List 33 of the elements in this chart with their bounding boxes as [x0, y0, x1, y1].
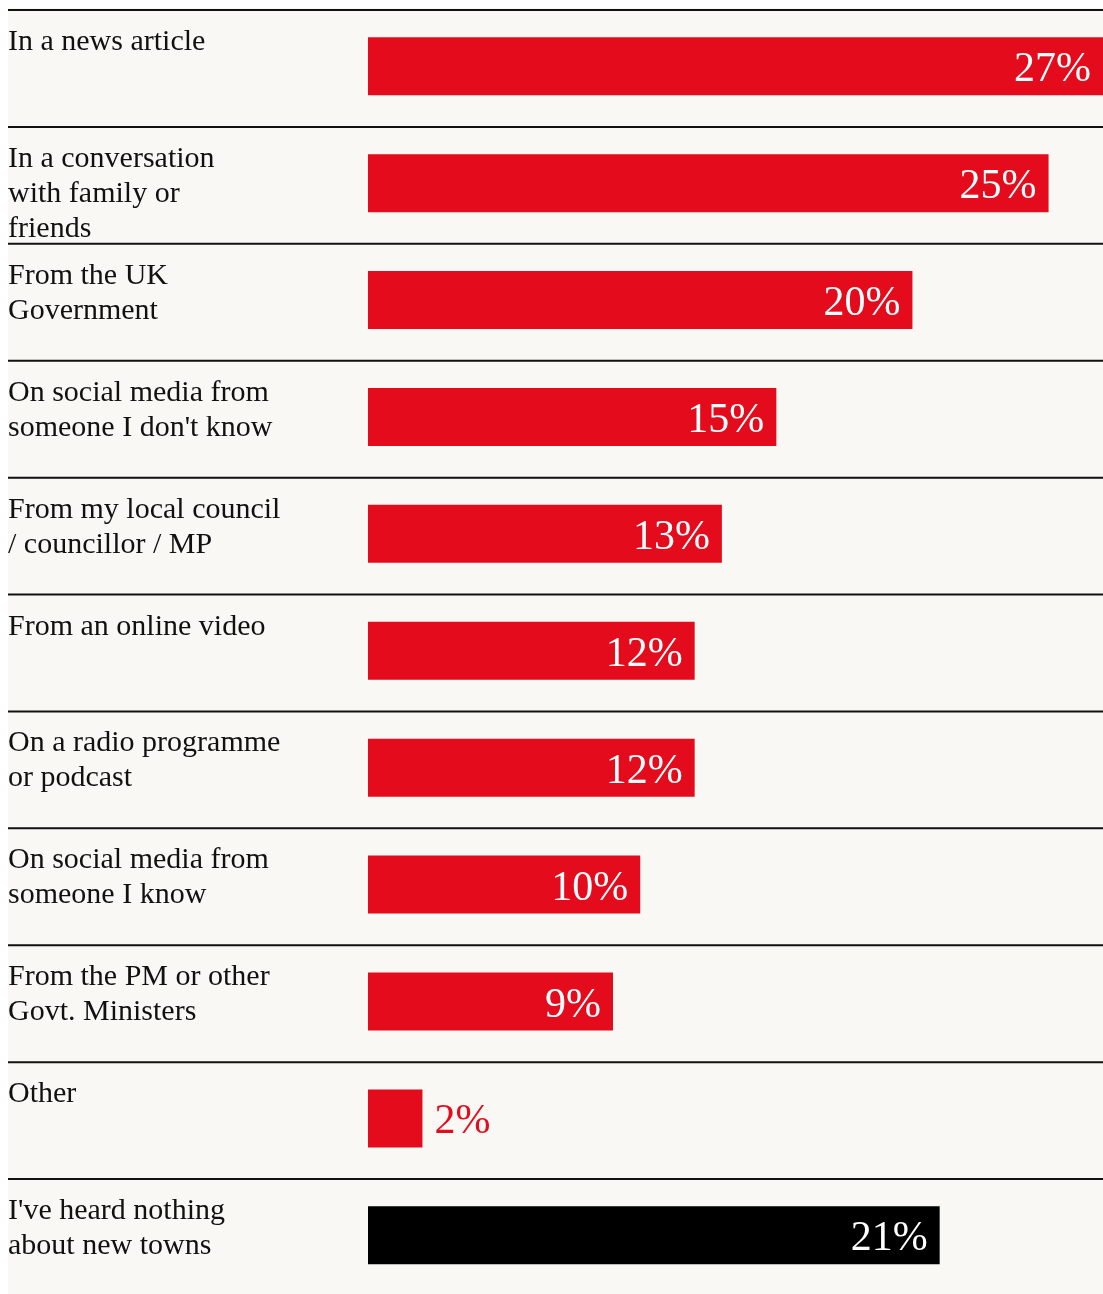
data-label: 21%	[850, 1213, 928, 1260]
data-label: 13%	[632, 511, 710, 558]
y-tick-label: I've heard nothing about new towns	[8, 1192, 226, 1261]
data-label: 27%	[1014, 44, 1091, 91]
data-label: 20%	[823, 278, 901, 325]
bar	[368, 738, 695, 797]
data-label: 2%	[434, 1096, 491, 1143]
bar	[368, 387, 777, 446]
y-tick-label: In a conversation with family or friends	[8, 139, 215, 243]
bar	[368, 154, 1049, 213]
bar	[368, 504, 722, 563]
bar	[368, 1089, 423, 1148]
y-tick-label: On social media from someone I don't know	[8, 373, 273, 442]
data-label: 12%	[605, 628, 683, 675]
data-label: 12%	[605, 745, 683, 792]
y-tick-label: From the UK Government	[8, 256, 169, 325]
bar	[368, 855, 641, 914]
bar	[368, 621, 695, 680]
bar	[368, 37, 1103, 96]
data-label: 9%	[545, 979, 601, 1026]
y-tick-label: From the PM or other Govt. Ministers	[8, 958, 270, 1027]
bar	[368, 972, 613, 1031]
y-tick-label: On social media from someone I know	[8, 841, 269, 910]
y-tick-label: From an online video	[8, 607, 266, 641]
data-label: 25%	[959, 161, 1037, 208]
data-label: 10%	[551, 862, 629, 909]
y-tick-label: Other	[8, 1075, 77, 1109]
bar	[368, 1206, 940, 1265]
y-tick-label: In a news article	[8, 23, 206, 56]
y-tick-label: On a radio programme or podcast	[8, 724, 281, 793]
y-tick-label: From my local council / councillor / MP	[8, 490, 281, 559]
bar	[368, 271, 913, 330]
data-label: 15%	[687, 394, 765, 441]
